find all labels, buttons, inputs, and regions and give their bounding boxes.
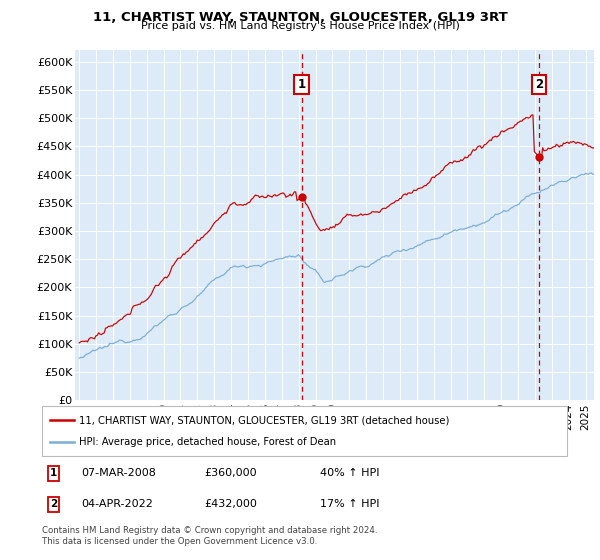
Text: Price paid vs. HM Land Registry's House Price Index (HPI): Price paid vs. HM Land Registry's House …	[140, 21, 460, 31]
Text: 04-APR-2022: 04-APR-2022	[82, 500, 153, 509]
Text: 11, CHARTIST WAY, STAUNTON, GLOUCESTER, GL19 3RT (detached house): 11, CHARTIST WAY, STAUNTON, GLOUCESTER, …	[79, 415, 449, 425]
Text: 1: 1	[298, 78, 305, 91]
Text: 1: 1	[50, 468, 57, 478]
Text: 11, CHARTIST WAY, STAUNTON, GLOUCESTER, GL19 3RT: 11, CHARTIST WAY, STAUNTON, GLOUCESTER, …	[92, 11, 508, 24]
Text: 40% ↑ HPI: 40% ↑ HPI	[320, 468, 380, 478]
FancyBboxPatch shape	[42, 406, 567, 456]
Text: 07-MAR-2008: 07-MAR-2008	[82, 468, 156, 478]
Text: HPI: Average price, detached house, Forest of Dean: HPI: Average price, detached house, Fore…	[79, 437, 336, 447]
Text: £432,000: £432,000	[205, 500, 257, 509]
Text: Contains HM Land Registry data © Crown copyright and database right 2024.
This d: Contains HM Land Registry data © Crown c…	[42, 526, 377, 546]
Text: 2: 2	[535, 78, 543, 91]
Text: 2: 2	[50, 500, 57, 509]
Text: £360,000: £360,000	[205, 468, 257, 478]
Text: 17% ↑ HPI: 17% ↑ HPI	[320, 500, 380, 509]
